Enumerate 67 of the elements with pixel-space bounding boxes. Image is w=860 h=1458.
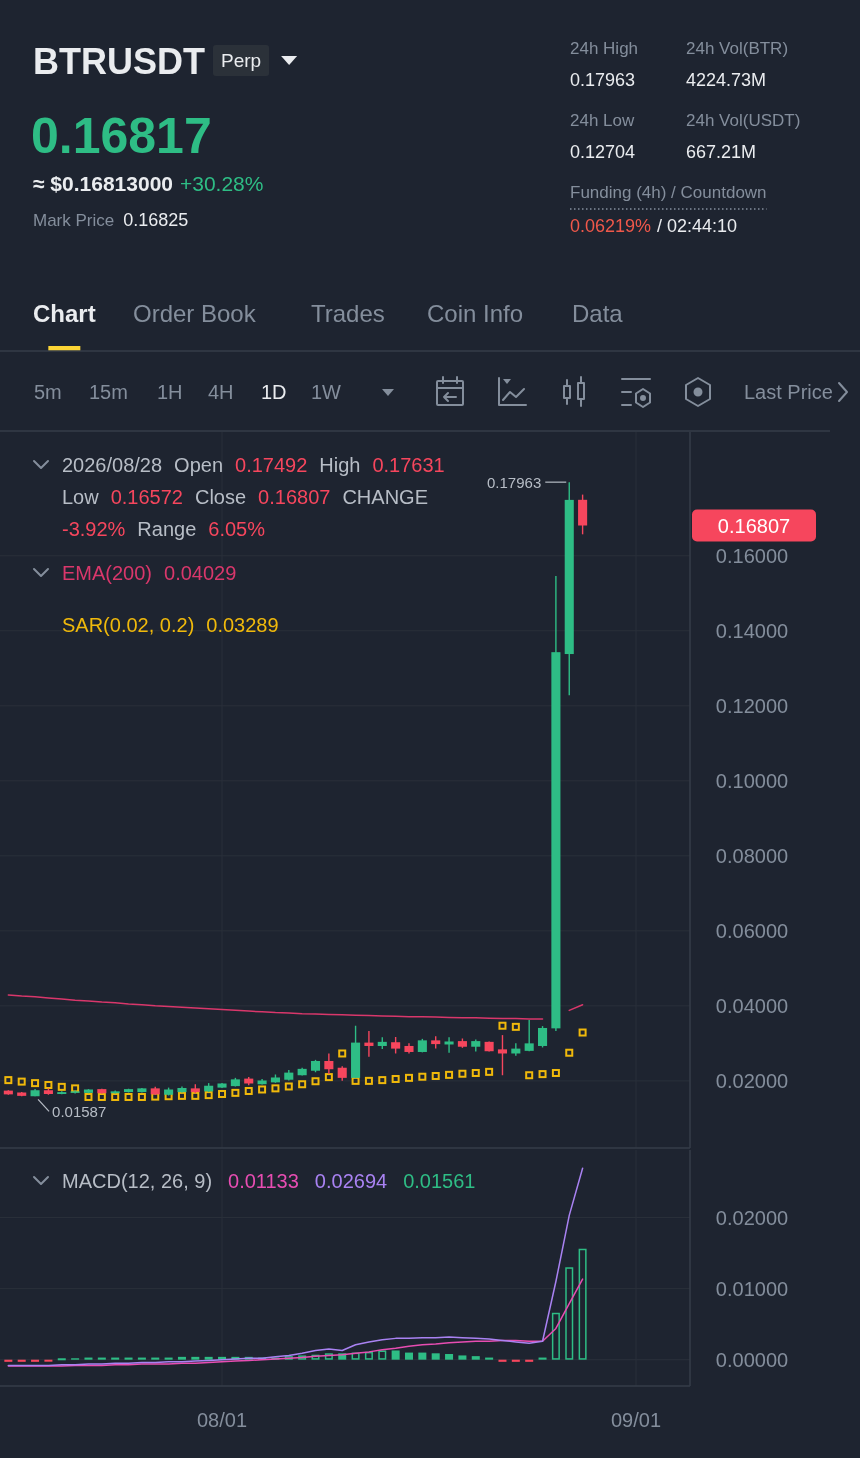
y-tick-label: 0.12000 — [715, 694, 789, 717]
annotation: 2026/08/28 — [62, 454, 163, 476]
y-tick-label: 0.02000 — [715, 1069, 789, 1092]
text: 4224.73M — [686, 70, 767, 90]
text: 1W — [311, 381, 342, 403]
text: Trades — [311, 300, 385, 327]
annotation: 0.02694 — [314, 1170, 388, 1192]
text: Coin Info — [427, 300, 524, 327]
text: 24h Vol(USDT) — [686, 111, 801, 130]
annotation: 0.03289 — [206, 614, 279, 636]
x-tick-label: 08/01 — [196, 1409, 248, 1431]
text: 0.16817 — [31, 108, 212, 164]
text: 4H — [208, 381, 234, 403]
text: 24h Vol(BTR) — [686, 39, 789, 58]
annotation: Open — [174, 454, 224, 476]
text: Mark Price — [33, 211, 115, 230]
y-tick-label: 0.16000 — [715, 544, 789, 567]
annotation: 0.01133 — [228, 1170, 299, 1192]
annotation: 0.16807 — [258, 486, 331, 508]
text: 0.06219% — [570, 216, 652, 236]
text: SAR(0.02, 0.2) — [62, 614, 195, 636]
text: 24h Low — [570, 111, 635, 130]
text: BTRUSDT — [33, 41, 205, 82]
y-tick-label: 0.10000 — [715, 769, 789, 792]
text: 15m — [89, 381, 128, 403]
text: ≈ $0.16813000 — [33, 172, 173, 195]
text: Data — [572, 300, 624, 327]
annotation: Low — [62, 486, 100, 508]
annotation: 0.17492 — [235, 454, 308, 476]
annotation: High — [319, 454, 361, 476]
annotation: 0.01561 — [403, 1170, 476, 1192]
text: 24h High — [570, 39, 639, 58]
annotation: 0.17631 — [372, 454, 445, 476]
annotation: 0.01587 — [52, 1103, 107, 1121]
y-tick-label: 0.14000 — [715, 619, 789, 642]
y-tick-label: 0.08000 — [715, 844, 789, 867]
annotation: Range — [137, 518, 197, 540]
text: Funding (4h) / Countdown — [570, 183, 767, 202]
text: 5m — [34, 381, 62, 403]
text: 0.12704 — [570, 142, 636, 162]
annotation: 6.05% — [208, 518, 266, 540]
y-tick-label: 0.04000 — [715, 994, 789, 1017]
text: Perp — [220, 50, 262, 71]
x-tick-label: 09/01 — [610, 1409, 662, 1431]
text: 0.16825 — [123, 210, 189, 230]
annotation: CHANGE — [342, 486, 428, 508]
annotation: Close — [194, 486, 247, 508]
y-tick-label: 0.02000 — [715, 1206, 789, 1229]
y-tick-label: 0.01000 — [715, 1277, 789, 1300]
text: EMA(200) — [62, 562, 153, 584]
legend-title: MACD(12, 26, 9) — [62, 1170, 213, 1192]
text: 667.21M — [686, 142, 757, 162]
text: / 02:44:10 — [657, 216, 738, 236]
text: Chart — [33, 300, 96, 327]
text: 1D — [261, 381, 287, 403]
text: Order Book — [133, 300, 257, 327]
text: Last Price — [744, 381, 833, 403]
text: 1H — [157, 381, 183, 403]
text: 0.17963 — [570, 70, 636, 90]
annotation: 0.17963 — [487, 473, 542, 491]
y-tick-label: 0.06000 — [715, 919, 789, 942]
text: 0.16807 — [717, 514, 791, 537]
annotation: -3.92% — [62, 518, 126, 540]
annotation: 0.16572 — [110, 486, 183, 508]
text: +30.28% — [179, 172, 264, 195]
annotation: 0.04029 — [164, 562, 237, 584]
y-tick-label: 0.00000 — [715, 1348, 789, 1371]
